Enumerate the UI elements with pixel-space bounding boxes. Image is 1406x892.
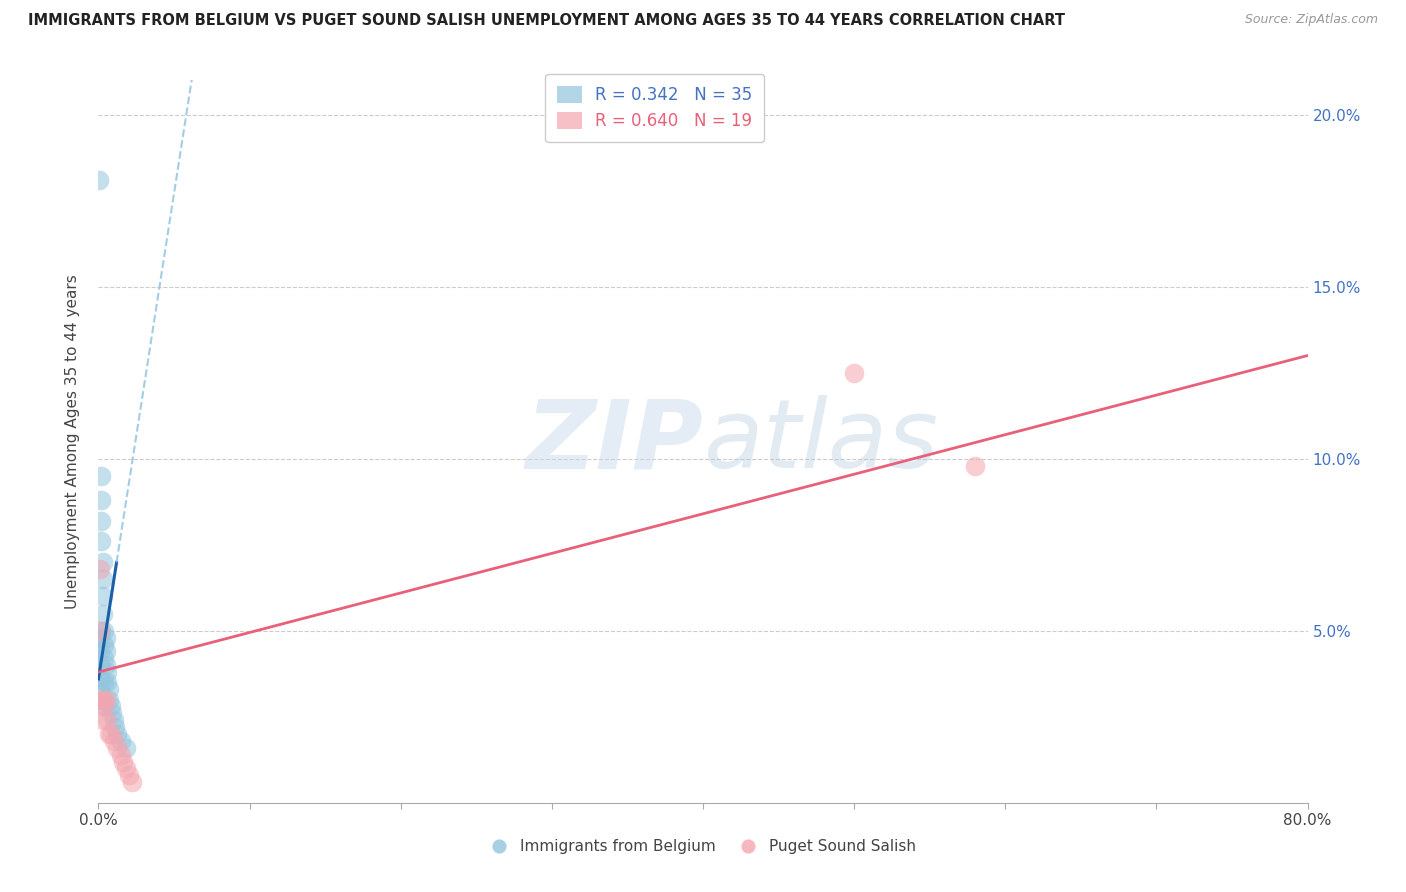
Y-axis label: Unemployment Among Ages 35 to 44 years: Unemployment Among Ages 35 to 44 years — [65, 274, 80, 609]
Point — [101, 706, 124, 721]
Point — [103, 734, 125, 748]
Point — [90, 493, 112, 508]
Point — [96, 675, 118, 690]
Point — [98, 682, 121, 697]
Point — [105, 727, 128, 741]
Point — [91, 555, 114, 569]
Text: IMMIGRANTS FROM BELGIUM VS PUGET SOUND SALISH UNEMPLOYMENT AMONG AGES 35 TO 44 Y: IMMIGRANTS FROM BELGIUM VS PUGET SOUND S… — [28, 13, 1066, 29]
Point — [90, 692, 112, 706]
Point — [105, 740, 128, 755]
Point — [94, 631, 117, 645]
Text: atlas: atlas — [703, 395, 938, 488]
Point — [118, 768, 141, 782]
Point — [110, 747, 132, 762]
Point — [89, 672, 111, 686]
Point — [121, 775, 143, 789]
Point — [100, 727, 122, 741]
Point — [93, 651, 115, 665]
Point — [93, 638, 115, 652]
Point — [90, 692, 112, 706]
Point — [91, 590, 114, 604]
Point — [98, 727, 121, 741]
Point — [91, 692, 114, 706]
Point — [103, 713, 125, 727]
Point — [104, 720, 127, 734]
Point — [91, 699, 114, 714]
Point — [89, 624, 111, 638]
Text: Source: ZipAtlas.com: Source: ZipAtlas.com — [1244, 13, 1378, 27]
Point — [90, 624, 112, 638]
Text: ZIP: ZIP — [524, 395, 703, 488]
Point — [965, 458, 987, 473]
Point — [91, 572, 114, 586]
Point — [844, 366, 866, 380]
Point — [96, 713, 118, 727]
Point — [111, 755, 134, 769]
Point — [114, 761, 136, 775]
Point — [89, 631, 111, 645]
Point — [90, 514, 112, 528]
Point — [89, 658, 111, 673]
Point — [100, 699, 122, 714]
Point — [93, 675, 115, 690]
Point — [91, 713, 114, 727]
Point — [90, 469, 112, 483]
Point — [93, 624, 115, 638]
Point — [94, 644, 117, 658]
Point — [89, 682, 111, 697]
Point — [94, 658, 117, 673]
Point — [110, 734, 132, 748]
Point — [89, 562, 111, 576]
Point — [96, 665, 118, 679]
Point — [90, 534, 112, 549]
Point — [98, 692, 121, 706]
Point — [91, 607, 114, 621]
Point — [114, 740, 136, 755]
Point — [89, 173, 111, 187]
Point — [89, 644, 111, 658]
Point — [94, 692, 117, 706]
Legend: Immigrants from Belgium, Puget Sound Salish: Immigrants from Belgium, Puget Sound Sal… — [484, 833, 922, 860]
Point — [93, 699, 115, 714]
